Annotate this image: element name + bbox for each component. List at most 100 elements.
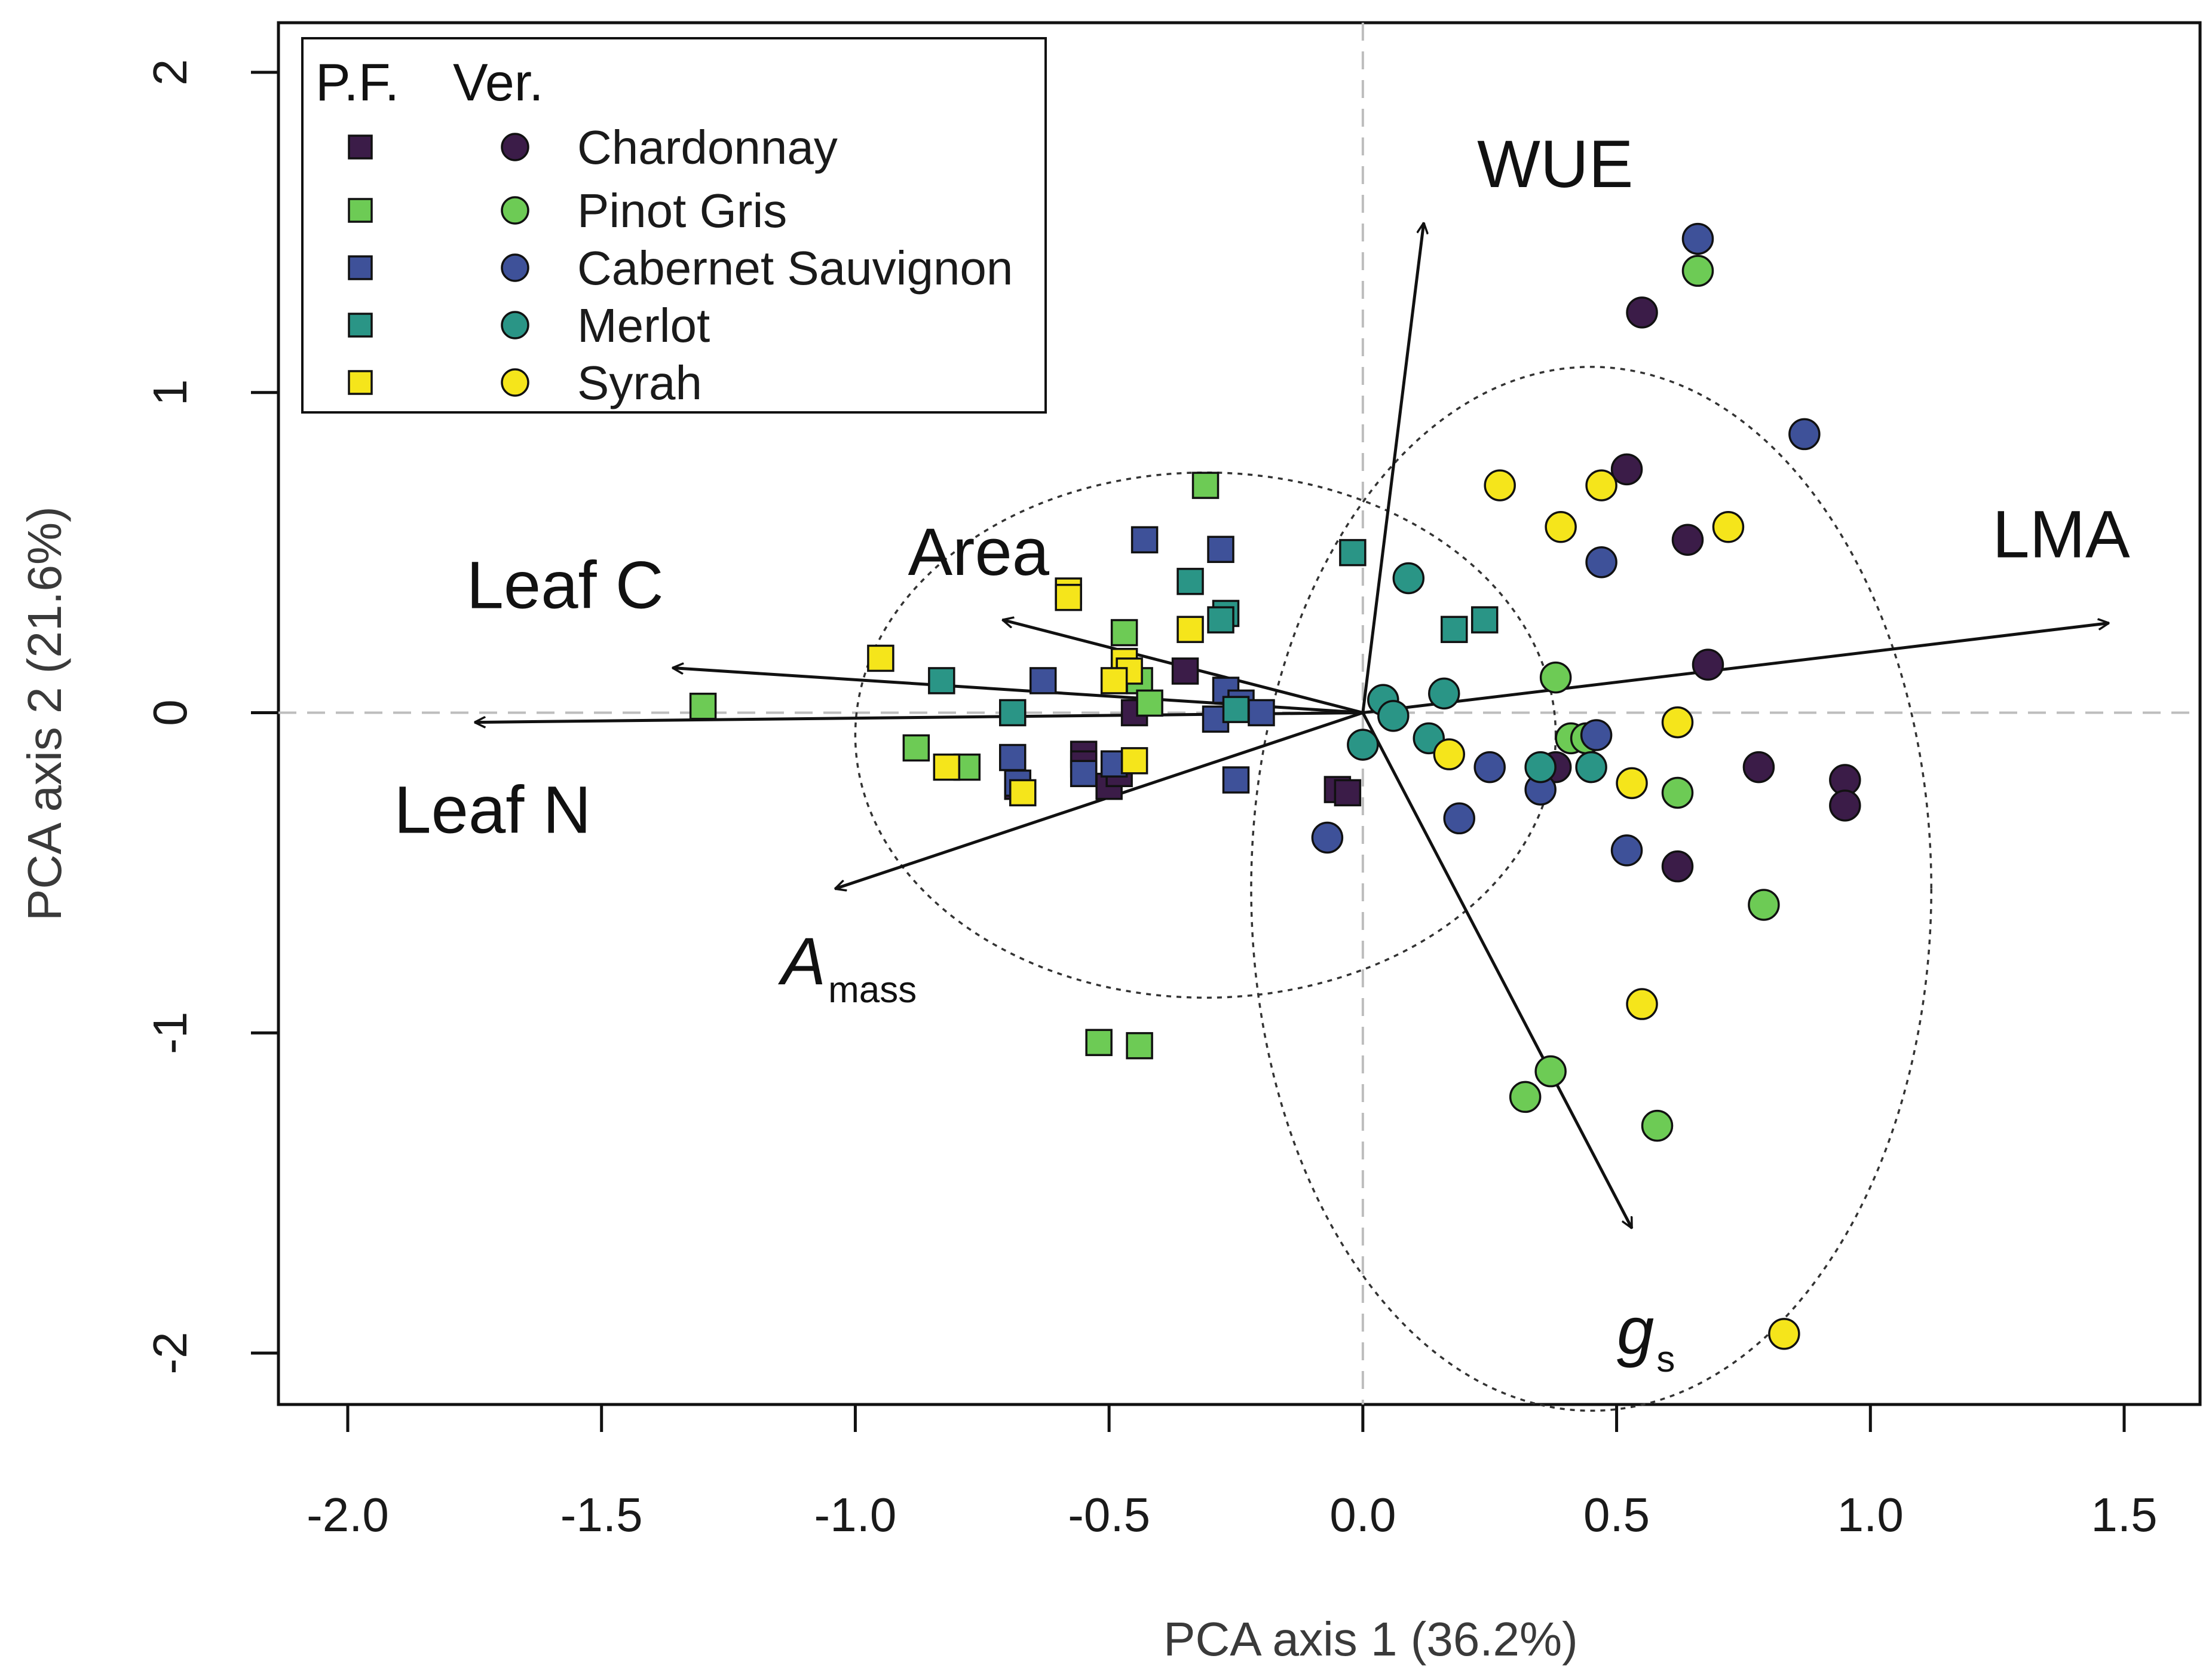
legend-circle-pinot-gris: [501, 196, 529, 225]
y-tick-label: 1: [143, 380, 197, 406]
point-circle-pinot-gris-ver: [1534, 1055, 1567, 1088]
vector-label-text: Area: [908, 515, 1049, 589]
y-tick-label: -2: [143, 1332, 197, 1374]
point-circle-pinot-gris-ver: [1539, 661, 1572, 694]
point-square-cabernet-sauvignon-p-f: [1070, 760, 1098, 788]
point-circle-cabernet-sauvignon-ver: [1681, 222, 1714, 255]
legend-circle-syrah: [501, 368, 529, 397]
x-tick-label: 1.5: [2091, 1488, 2157, 1541]
point-square-syrah-p-f: [1177, 616, 1204, 643]
point-square-syrah-p-f: [1120, 747, 1148, 775]
legend-box: [301, 37, 1047, 414]
vector-label-text: WUE: [1477, 127, 1633, 201]
point-circle-syrah-ver: [1616, 767, 1648, 800]
legend-circle-chardonnay: [501, 133, 529, 161]
point-circle-cabernet-sauvignon-ver: [1311, 821, 1344, 854]
point-circle-merlot-ver: [1347, 729, 1379, 761]
point-circle-merlot-ver: [1377, 700, 1410, 732]
vector-area-label: Area: [908, 515, 1049, 589]
x-tick-label: -1.5: [560, 1488, 643, 1541]
legend-label-pinot-gris: Pinot Gris: [577, 184, 787, 237]
point-circle-cabernet-sauvignon-ver: [1788, 418, 1821, 451]
point-circle-syrah-ver: [1768, 1318, 1800, 1350]
legend-square-pinot-gris: [348, 198, 373, 223]
point-circle-chardonnay-ver: [1626, 296, 1658, 329]
vector-leaf-n-label: Leaf N: [394, 773, 591, 847]
vector-label-text: LMA: [1992, 497, 2130, 571]
ver-ellipse: [1250, 366, 1932, 1412]
vector-g-s-label: gs: [1617, 1293, 1675, 1380]
point-circle-cabernet-sauvignon-ver: [1443, 802, 1475, 835]
point-square-pinot-gris-p-f: [1085, 1029, 1113, 1057]
point-circle-pinot-gris-ver: [1641, 1109, 1674, 1142]
point-square-pinot-gris-p-f: [1110, 619, 1138, 647]
point-circle-syrah-ver: [1626, 988, 1658, 1020]
vector-label-subscript: mass: [828, 969, 917, 1011]
vector-label-text: g: [1617, 1293, 1654, 1368]
point-square-merlot-p-f: [1207, 606, 1234, 634]
legend-square-syrah: [348, 370, 373, 395]
legend-square-chardonnay: [348, 134, 373, 160]
vector-g-s-arrow: [1361, 712, 1634, 1229]
x-axis-label: PCA axis 1 (36.2%): [1163, 1612, 1578, 1666]
point-circle-chardonnay-ver: [1692, 648, 1724, 681]
point-circle-syrah-ver: [1484, 469, 1516, 501]
x-tick-label: -1.0: [814, 1488, 896, 1541]
x-tick-label: 0.5: [1583, 1488, 1650, 1541]
point-square-merlot-p-f: [1470, 606, 1499, 634]
point-square-syrah-p-f: [1100, 667, 1128, 694]
vector-wue-label: WUE: [1477, 127, 1633, 201]
point-circle-chardonnay-ver: [1742, 751, 1775, 784]
point-circle-merlot-ver: [1524, 751, 1557, 784]
point-square-pinot-gris-p-f: [1136, 689, 1163, 717]
point-circle-chardonnay-ver: [1661, 850, 1694, 883]
x-tick-label: -2.0: [307, 1488, 389, 1541]
point-square-syrah-p-f: [1055, 583, 1082, 611]
point-circle-syrah-ver: [1545, 511, 1577, 543]
y-tick-label: 2: [143, 59, 197, 86]
y-tick-label: 0: [143, 699, 197, 726]
loading-vectors: WUE LMA Area Leaf C Leaf N Amass gs: [394, 127, 2130, 1380]
point-circle-pinot-gris-ver: [1681, 255, 1714, 287]
point-square-merlot-p-f: [999, 699, 1027, 727]
y-axis-label: PCA axis 2 (21.6%): [18, 506, 71, 921]
point-square-pinot-gris-p-f: [1191, 472, 1220, 499]
point-circle-cabernet-sauvignon-ver: [1580, 719, 1613, 751]
point-square-chardonnay-p-f: [1334, 779, 1362, 807]
point-circle-merlot-ver: [1428, 677, 1460, 710]
legend-label-chardonnay: Chardonnay: [577, 121, 838, 174]
point-square-merlot-p-f: [1177, 568, 1204, 595]
vector-label-text: A: [777, 924, 826, 999]
point-square-cabernet-sauvignon-p-f: [1222, 766, 1250, 794]
legend-square-cabernet-sauvignon: [348, 255, 373, 280]
legend-label-cabernet-sauvignon: Cabernet Sauvignon: [577, 241, 1013, 295]
legend-circle-cabernet-sauvignon: [501, 253, 529, 282]
point-circle-cabernet-sauvignon-ver: [1585, 546, 1617, 579]
point-circle-cabernet-sauvignon-ver: [1473, 751, 1506, 784]
vector-label-text: Leaf C: [467, 547, 664, 622]
point-circle-chardonnay-ver: [1829, 789, 1861, 822]
point-square-merlot-p-f: [1441, 616, 1468, 643]
data-points: [689, 222, 1861, 1350]
vector-lma-label: LMA: [1992, 497, 2130, 571]
legend-circle-merlot: [501, 311, 529, 339]
y-tick-label: -1: [143, 1012, 197, 1054]
point-circle-syrah-ver: [1712, 511, 1745, 543]
point-circle-merlot-ver: [1392, 562, 1425, 595]
point-circle-syrah-ver: [1661, 706, 1694, 739]
point-square-cabernet-sauvignon-p-f: [1029, 667, 1057, 694]
point-circle-pinot-gris-ver: [1509, 1081, 1542, 1113]
x-tick-label: -0.5: [1068, 1488, 1150, 1541]
legend-header-ver: Ver.: [453, 53, 544, 112]
point-circle-pinot-gris-ver: [1748, 889, 1780, 921]
vector-lma-arrow: [1362, 623, 2109, 714]
point-circle-syrah-ver: [1585, 469, 1617, 501]
point-square-chardonnay-p-f: [1171, 657, 1199, 685]
point-square-cabernet-sauvignon-p-f: [1248, 699, 1275, 727]
point-square-syrah-p-f: [867, 644, 894, 672]
x-tick-label: 0.0: [1329, 1488, 1396, 1541]
point-square-syrah-p-f: [1009, 779, 1037, 807]
point-square-syrah-p-f: [933, 753, 961, 781]
